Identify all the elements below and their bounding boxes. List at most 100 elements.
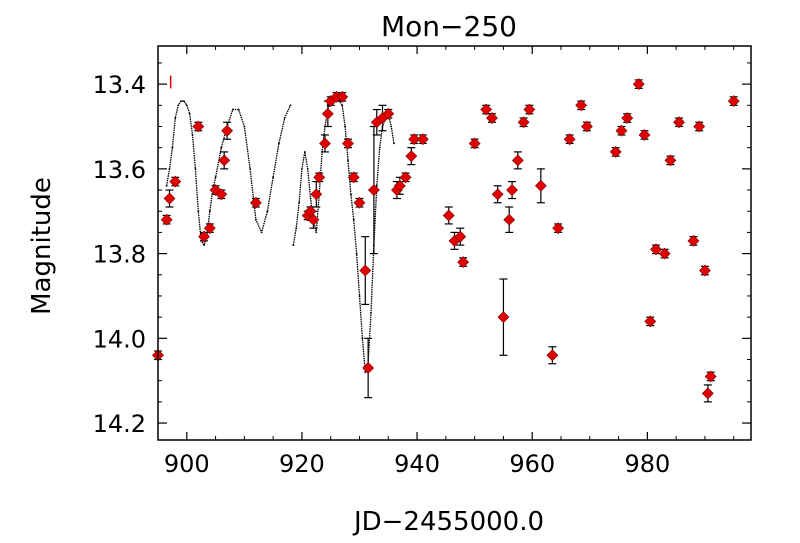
measurement-point xyxy=(307,213,320,226)
photometry-point xyxy=(393,142,395,145)
measurement-point xyxy=(523,103,536,116)
photometry-point xyxy=(188,112,191,115)
x-tick-label: 980 xyxy=(624,450,670,478)
photometry-point xyxy=(289,104,292,107)
measurement-point xyxy=(638,129,651,141)
photometry-point xyxy=(375,184,378,187)
error-bars xyxy=(154,79,738,403)
measurement-point xyxy=(503,213,516,226)
measurement-point xyxy=(534,179,547,192)
measurement-point xyxy=(480,103,493,116)
measurement-point xyxy=(393,179,406,192)
measurement-point xyxy=(353,196,366,209)
photometry-point xyxy=(358,295,361,297)
measurement-point xyxy=(491,188,504,201)
measurement-point xyxy=(362,362,375,374)
measurement-point xyxy=(342,137,354,150)
measurement-point xyxy=(644,315,657,328)
photometry-point xyxy=(185,104,188,107)
measurement-point xyxy=(552,222,565,235)
photometry-point xyxy=(390,125,393,128)
measurement-point xyxy=(454,230,467,243)
photometry-point xyxy=(249,168,252,170)
measurement-point xyxy=(727,95,740,107)
photometry-point xyxy=(231,108,234,111)
measurement-point xyxy=(249,196,262,209)
measurement-point xyxy=(416,133,429,146)
photometry-point xyxy=(309,197,312,200)
measurement-point xyxy=(321,107,334,120)
photometry-point xyxy=(183,100,185,102)
measurement-point xyxy=(563,133,576,146)
measurement-point xyxy=(664,154,677,167)
photometry-point xyxy=(272,176,274,179)
measurement-point xyxy=(336,90,349,103)
measurement-point xyxy=(319,137,331,150)
measurement-point xyxy=(408,133,421,146)
photometry-point xyxy=(301,168,303,170)
measurement-point xyxy=(198,230,210,243)
x-tick-label: 960 xyxy=(509,450,555,478)
measurement-point xyxy=(687,234,700,247)
measurement-point xyxy=(192,120,205,133)
measurement-point xyxy=(511,154,524,167)
photometry-point xyxy=(361,337,364,340)
measurement-point xyxy=(704,370,717,383)
x-tick-label: 920 xyxy=(279,450,325,478)
measurement-point xyxy=(506,184,518,196)
measurement-point xyxy=(367,184,380,196)
photometry-point xyxy=(180,100,182,102)
measurement-point xyxy=(673,116,685,129)
measurement-point xyxy=(457,256,470,268)
measurement-point xyxy=(632,78,645,91)
measurement-point xyxy=(701,387,714,400)
measurement-point xyxy=(650,243,662,256)
measurement-point xyxy=(546,349,559,362)
photometry-curve xyxy=(165,95,395,374)
photometry-point xyxy=(283,117,286,119)
y-axis-label: Magnitude xyxy=(27,177,57,315)
measurement-point xyxy=(693,120,706,133)
measurement-point xyxy=(517,116,530,129)
measurement-point xyxy=(310,188,323,201)
measurement-point xyxy=(699,264,711,277)
photometry-point xyxy=(292,244,295,247)
photometry-point xyxy=(260,231,263,234)
photometry-point xyxy=(364,371,367,374)
measurement-point xyxy=(580,120,593,133)
photometry-point xyxy=(165,184,168,187)
photometry-point xyxy=(306,168,309,170)
measurement-point xyxy=(160,213,173,226)
photometry-point xyxy=(295,227,298,230)
photometry-point xyxy=(350,193,352,196)
photometry-point xyxy=(298,201,300,204)
y-tick-label: 13.8 xyxy=(93,241,146,269)
photometry-point xyxy=(278,142,280,145)
photometry-point xyxy=(315,231,318,234)
tick-labels: 900 920 940 960 980 13.4 13.6 13.8 14.0 14.2 xyxy=(93,71,671,478)
photometry-point xyxy=(243,125,246,128)
photometry-point xyxy=(237,108,240,111)
measurement-point xyxy=(218,154,231,167)
y-tick-label: 14.2 xyxy=(93,410,146,438)
photometry-point xyxy=(255,218,257,221)
measurement-point xyxy=(382,107,395,120)
photometry-point xyxy=(197,210,200,213)
measurement-point xyxy=(215,188,228,201)
photometry-point xyxy=(168,168,171,170)
measurement-point xyxy=(399,171,412,184)
measurement-point xyxy=(359,264,372,277)
photometry-point xyxy=(203,244,206,247)
photometry-point xyxy=(208,210,211,213)
measurement-point xyxy=(485,112,498,124)
y-tick-label: 13.4 xyxy=(93,71,146,99)
x-axis-label: JD−2455000.0 xyxy=(352,507,544,537)
photometry-point xyxy=(220,146,223,149)
measurement-point xyxy=(575,99,588,112)
photometry-point xyxy=(303,151,306,153)
photometry-point xyxy=(378,146,381,149)
photometry-point xyxy=(352,218,355,221)
measurement-point xyxy=(468,137,481,150)
measurement-point xyxy=(609,145,622,158)
